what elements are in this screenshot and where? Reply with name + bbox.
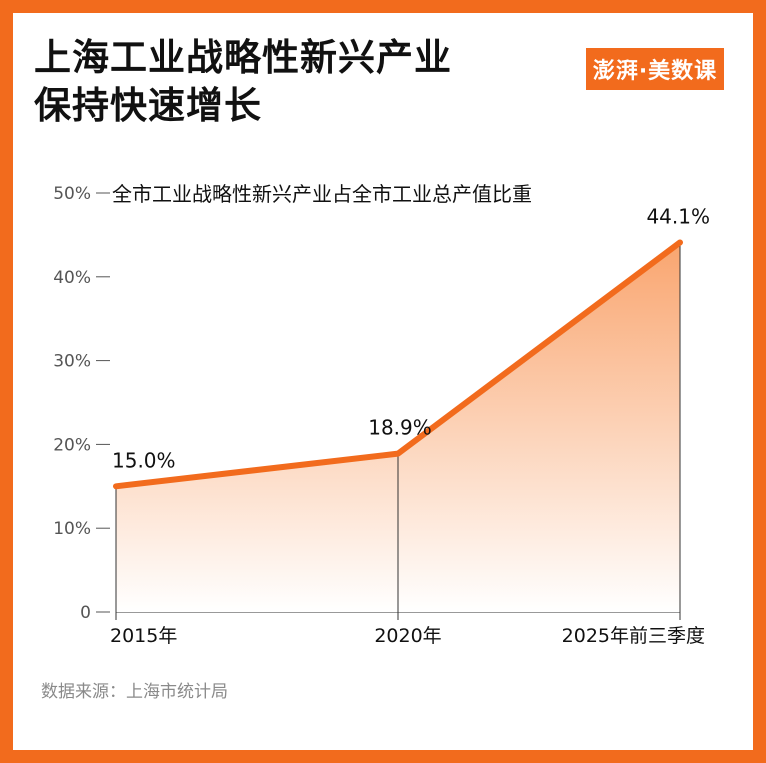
y-tick-label: 40%: [53, 268, 91, 288]
y-tick-label: 0: [80, 603, 91, 623]
x-category-label: 2025年前三季度: [562, 625, 705, 647]
chart-title: 上海工业战略性新兴产业 保持快速增长: [34, 34, 452, 130]
y-tick-label: 20%: [53, 435, 91, 455]
label-layer: 2015年 2020年 2025年前三季度 15.0% 18.9% 44.1%: [110, 204, 710, 647]
title-line-2: 保持快速增长: [34, 84, 262, 127]
data-value-label: 15.0%: [112, 448, 176, 472]
x-category-label: 2015年: [110, 625, 177, 647]
title-line-1: 上海工业战略性新兴产业: [34, 36, 452, 79]
chart-subtitle: 全市工业战略性新兴产业占全市工业总产值比重: [112, 182, 532, 206]
y-tick-label: 30%: [53, 352, 91, 372]
brand-logo: 澎湃·美数课: [586, 48, 724, 90]
data-value-label: 44.1%: [646, 204, 710, 228]
area-layer: [113, 239, 683, 620]
y-tick-label: 50%: [53, 184, 91, 204]
area-fill: [116, 242, 680, 612]
data-value-label: 18.9%: [368, 416, 432, 440]
series-line: [113, 239, 683, 490]
data-source: 数据来源：上海市统计局: [41, 682, 228, 702]
x-category-label: 2020年: [374, 625, 441, 647]
brand-logo-text: 澎湃·美数课: [592, 59, 718, 84]
y-tick-label: 10%: [53, 519, 91, 539]
